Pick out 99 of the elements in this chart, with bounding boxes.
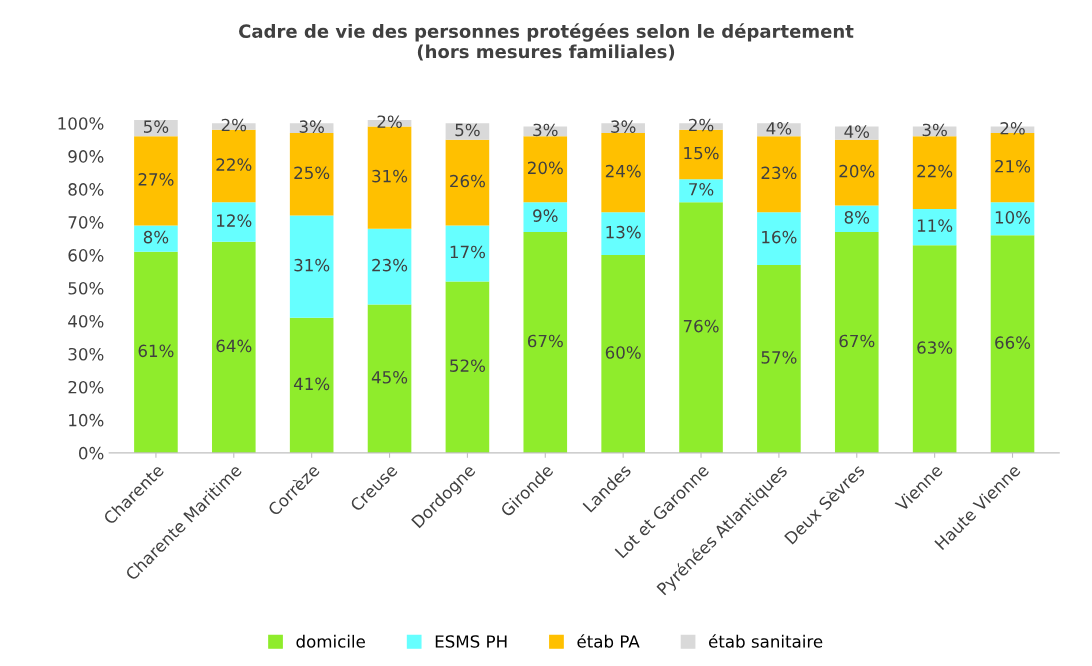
bar xyxy=(134,251,178,453)
bar xyxy=(834,205,879,232)
bar xyxy=(445,225,490,282)
data-label: 26% xyxy=(450,174,486,188)
data-label: 21% xyxy=(995,159,1031,173)
bar xyxy=(367,304,412,453)
data-label: 10% xyxy=(995,211,1031,224)
bar xyxy=(757,212,801,265)
bar xyxy=(445,123,490,140)
data-label: 63% xyxy=(917,341,953,354)
data-label: 2% xyxy=(1000,122,1025,135)
data-label: 20% xyxy=(527,161,563,175)
bar xyxy=(523,231,568,453)
data-label: 22% xyxy=(216,158,252,171)
data-label: 8% xyxy=(143,230,169,244)
data-label: 61% xyxy=(138,344,174,358)
bar xyxy=(289,215,334,318)
bar xyxy=(523,202,568,232)
data-label: 22% xyxy=(917,164,953,178)
data-label: 16% xyxy=(762,230,797,244)
bar xyxy=(679,179,723,203)
bar xyxy=(601,133,645,213)
data-label: 23% xyxy=(372,258,408,272)
y-tick-label: 90% xyxy=(68,150,104,163)
bar xyxy=(289,317,334,453)
bar xyxy=(757,136,801,213)
bar xyxy=(757,264,801,453)
y-tick-label: 10% xyxy=(69,413,104,427)
data-label: 31% xyxy=(294,258,330,272)
bar xyxy=(523,136,568,203)
data-label: 45% xyxy=(371,370,408,384)
bar xyxy=(445,281,490,453)
data-label: 23% xyxy=(761,166,797,180)
bar xyxy=(445,139,490,226)
data-label: 60% xyxy=(605,346,641,359)
y-tick-label: 20% xyxy=(68,380,104,394)
data-label: 17% xyxy=(450,245,486,259)
legend-label: domicile xyxy=(296,634,365,648)
data-label: 5% xyxy=(455,123,480,137)
y-tick-label: 60% xyxy=(68,249,104,262)
bar xyxy=(834,139,879,206)
data-label: 66% xyxy=(995,336,1031,349)
data-label: 3% xyxy=(533,123,558,137)
legend-label: étab sanitaire xyxy=(708,634,823,648)
legend-label: étab PA xyxy=(577,634,640,648)
data-label: 52% xyxy=(450,359,486,372)
data-label: 67% xyxy=(839,334,875,348)
data-label: 41% xyxy=(293,377,330,391)
data-label: 27% xyxy=(138,173,174,186)
data-label: 11% xyxy=(917,219,953,232)
bar xyxy=(990,235,1035,453)
y-tick-label: 30% xyxy=(68,347,104,361)
bar xyxy=(601,212,645,256)
y-tick-label: 50% xyxy=(68,281,104,295)
bar xyxy=(367,126,412,229)
data-label: 2% xyxy=(377,115,402,129)
bar xyxy=(134,136,178,226)
data-label: 2% xyxy=(689,118,714,132)
data-label: 8% xyxy=(844,211,870,224)
data-label: 3% xyxy=(611,120,636,133)
data-label: 7% xyxy=(689,183,714,196)
bar xyxy=(912,245,957,453)
data-label: 24% xyxy=(605,164,641,178)
data-label: 3% xyxy=(922,123,947,137)
data-label: 67% xyxy=(527,334,563,348)
data-label: 20% xyxy=(839,164,875,178)
y-tick-label: 40% xyxy=(68,314,104,328)
data-label: 13% xyxy=(606,225,641,239)
bar xyxy=(679,202,723,453)
y-tick-label: 100% xyxy=(58,117,104,130)
data-label: 12% xyxy=(217,214,252,227)
bar xyxy=(211,241,256,453)
data-label: 57% xyxy=(761,351,797,364)
bar xyxy=(601,255,645,453)
bar xyxy=(289,133,334,216)
data-label: 31% xyxy=(372,169,408,183)
y-tick-label: 0% xyxy=(79,446,104,460)
bar xyxy=(134,225,178,252)
y-tick-label: 70% xyxy=(68,216,104,229)
data-label: 3% xyxy=(299,120,324,133)
bar xyxy=(912,136,957,209)
data-label: 4% xyxy=(766,122,792,135)
bar xyxy=(834,126,879,140)
data-label: 76% xyxy=(683,319,719,333)
bar xyxy=(211,202,256,242)
data-label: 15% xyxy=(684,146,719,160)
data-label: 25% xyxy=(294,166,330,180)
data-label: 64% xyxy=(216,339,252,353)
bar xyxy=(367,228,412,305)
y-tick-label: 80% xyxy=(68,183,104,196)
bar xyxy=(834,231,879,453)
bar xyxy=(990,202,1035,236)
chart-title: Cadre de vie des personnes protégées selon le département (hors mesures familiales) xyxy=(239,23,854,61)
data-label: 4% xyxy=(844,125,870,138)
legend-label: ESMS PH xyxy=(435,635,507,648)
data-label: 2% xyxy=(221,118,247,132)
data-label: 9% xyxy=(533,209,558,222)
bar xyxy=(990,133,1035,203)
data-label: 5% xyxy=(143,120,169,133)
